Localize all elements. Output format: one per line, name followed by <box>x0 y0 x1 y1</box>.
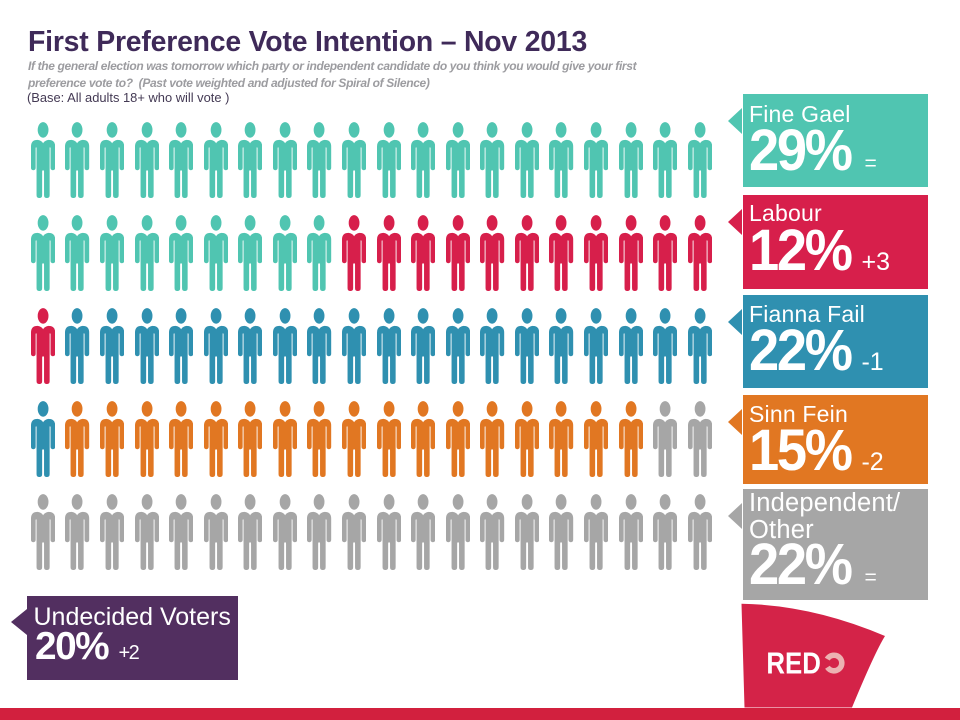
svg-text:RED: RED <box>766 647 821 681</box>
